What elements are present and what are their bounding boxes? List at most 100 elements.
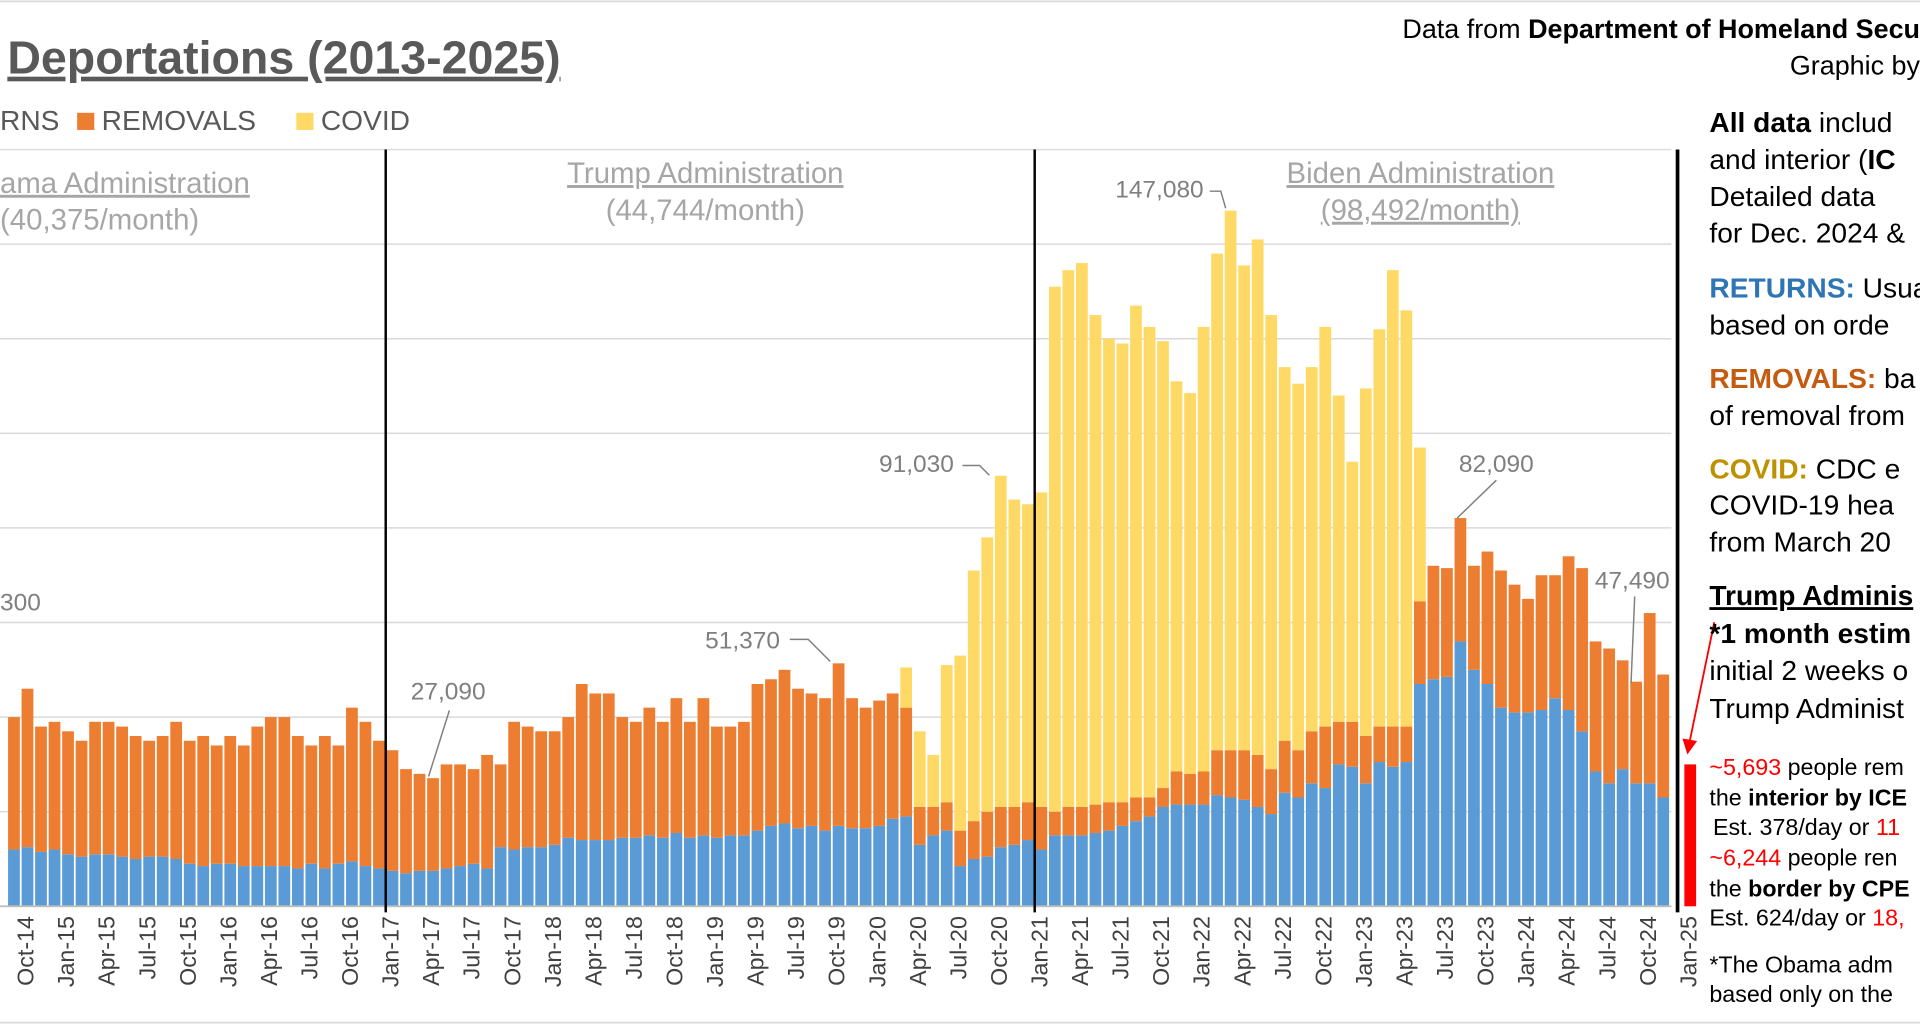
note-line: for Dec. 2024 &	[1709, 218, 1905, 249]
x-tick-label: Jan-22	[1189, 916, 1215, 987]
bar-segment	[846, 698, 858, 829]
leader-line	[962, 464, 990, 476]
note-line: COVID-19 hea	[1709, 490, 1894, 521]
bar-segment	[62, 731, 74, 855]
bar-segment	[1224, 750, 1237, 798]
bar-segment	[967, 858, 980, 907]
bar-segment	[89, 854, 101, 907]
bar-segment	[278, 866, 291, 907]
bar-segment	[1535, 710, 1548, 907]
bar-segment	[602, 693, 615, 841]
x-tick-label: Jul-21	[1108, 916, 1134, 979]
bar-segment	[1386, 766, 1399, 907]
x-tick-label: Jan-16	[215, 916, 241, 987]
note-line: and interior (IC	[1709, 144, 1895, 175]
bar-segment	[1549, 698, 1561, 907]
bar-segment	[697, 835, 710, 907]
bar-segment	[1265, 769, 1278, 815]
bar-segment	[1184, 393, 1196, 774]
annotation: 91,030	[879, 451, 954, 478]
bar-segment	[264, 717, 277, 867]
admin-average: (98,492/month)	[1321, 194, 1520, 227]
bar-segment	[900, 667, 913, 708]
bar-segment	[224, 863, 237, 907]
bar-segment	[981, 537, 994, 812]
note-line: RETURNS: Usual	[1709, 273, 1920, 304]
bar-segment	[1400, 310, 1413, 727]
bar-segment	[1048, 286, 1061, 812]
bar-segment	[886, 818, 899, 907]
bar-segment	[1589, 771, 1602, 907]
bar-segment	[1184, 773, 1196, 805]
note-line: initial 2 weeks o	[1709, 655, 1908, 686]
x-tick-label: Jan-24	[1513, 916, 1539, 987]
bar-segment	[521, 847, 534, 907]
bar-segment	[1305, 783, 1318, 907]
note-line: ~5,693 people rem	[1709, 754, 1904, 780]
bar-segment	[1346, 766, 1359, 907]
bar-segment	[724, 726, 737, 836]
bar-segment	[738, 835, 750, 907]
bar-segment	[994, 806, 1007, 848]
bar-segment	[521, 726, 534, 848]
bar-segment	[1103, 830, 1115, 907]
x-tick-label: Jan-21	[1026, 916, 1052, 987]
bar-segment	[359, 866, 372, 907]
bar-segment	[35, 726, 47, 852]
bar-segment	[1319, 726, 1332, 789]
bar-segment	[1576, 568, 1588, 732]
bar-segment	[805, 693, 818, 826]
bar-segment	[1076, 263, 1088, 807]
bar-segment	[278, 717, 291, 867]
bar-segment	[819, 830, 831, 907]
bar-segment	[1657, 797, 1670, 907]
bar-segment	[913, 844, 926, 907]
bar-segment	[116, 726, 128, 857]
bar-segment	[1062, 270, 1075, 807]
note-line: based on orde	[1709, 310, 1889, 341]
bar-segment	[129, 858, 142, 907]
annotation: 27,090	[411, 679, 486, 706]
note-text: REMOVALS:	[1709, 363, 1876, 394]
bar-segment	[1211, 795, 1223, 907]
note-text: IC	[1867, 144, 1895, 175]
x-tick-label: Jul-20	[945, 916, 971, 979]
note-text: 11	[1876, 814, 1900, 840]
bar-segment	[873, 825, 886, 907]
bar-segment	[535, 847, 548, 907]
bar-segment	[1048, 835, 1061, 907]
bar-segment	[8, 717, 20, 850]
bar-segment	[859, 707, 872, 829]
bar-segment	[670, 698, 683, 833]
x-tick-label: Jan-25	[1675, 916, 1701, 987]
bar-segment	[1386, 270, 1399, 727]
bar-segment	[1508, 584, 1521, 713]
bar-segment	[1616, 769, 1629, 907]
bar-segment	[454, 764, 466, 867]
x-tick-label: Apr-17	[418, 916, 444, 986]
bar-segment	[373, 740, 385, 869]
bar-segment	[1197, 326, 1210, 772]
bar-segment	[508, 849, 521, 907]
bar-segment	[778, 823, 791, 907]
note-text: COVID:	[1709, 454, 1808, 485]
bar-segment	[1427, 565, 1440, 680]
bar-segment	[1008, 806, 1021, 845]
bar-segment	[1359, 783, 1372, 907]
bar-segment	[643, 707, 656, 836]
x-tick-label: Jul-24	[1594, 916, 1620, 979]
bar-segment	[616, 837, 629, 907]
annotation: 82,090	[1459, 451, 1534, 478]
bar-segment	[427, 870, 439, 907]
bar-segment	[1481, 551, 1494, 684]
bar-segment	[1224, 797, 1237, 907]
arrow	[1688, 622, 1716, 742]
bar-segment	[251, 866, 264, 907]
note-line: *1 month estim	[1709, 618, 1911, 649]
bar-segment	[183, 740, 196, 864]
bar-segment	[724, 835, 737, 907]
note-text: border by CPE	[1748, 876, 1909, 902]
bar-segment	[900, 707, 913, 817]
bar-segment	[291, 868, 304, 907]
bar-segment	[1413, 683, 1426, 907]
